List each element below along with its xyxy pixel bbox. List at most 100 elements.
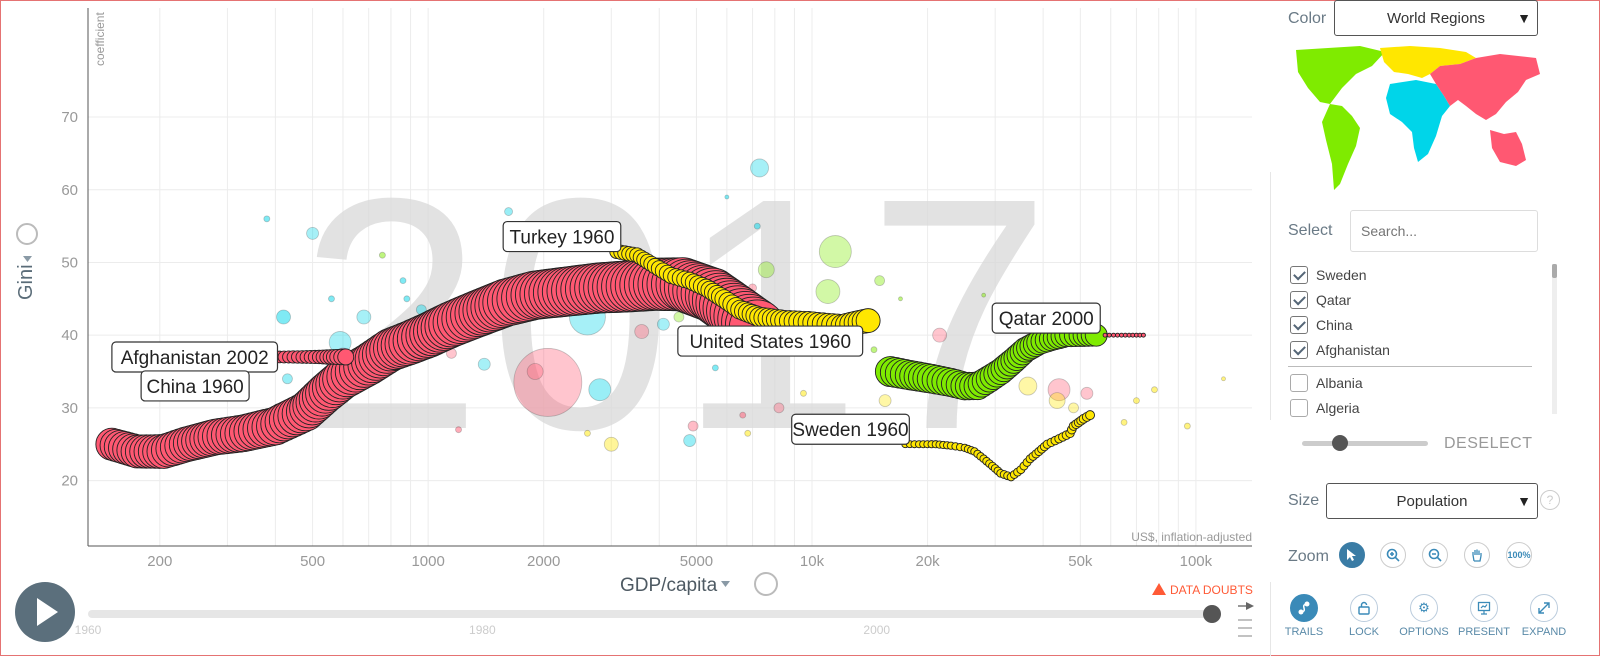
tool-lock[interactable]: LOCK: [1336, 594, 1392, 638]
checkbox-unchecked[interactable]: [1290, 374, 1308, 392]
bubble[interactable]: [584, 429, 591, 437]
trail-label[interactable]: Qatar 2000: [991, 302, 1101, 334]
size-dropdown[interactable]: Population ▼: [1326, 483, 1538, 519]
tool-options[interactable]: ⚙ OPTIONS: [1396, 594, 1452, 638]
bubble[interactable]: [1018, 376, 1038, 396]
size-label: Size: [1288, 492, 1320, 509]
bubble[interactable]: [878, 394, 892, 407]
zoom-reset-button[interactable]: 100%: [1506, 542, 1532, 568]
bubble[interactable]: [328, 295, 335, 303]
checkbox-checked[interactable]: [1290, 341, 1308, 359]
turkey-current-bubble[interactable]: [855, 308, 881, 334]
bubble[interactable]: [1151, 386, 1158, 394]
cursor-icon[interactable]: [1339, 542, 1365, 568]
checkbox-checked[interactable]: [1290, 316, 1308, 334]
search-input[interactable]: [1350, 210, 1538, 252]
country-checkbox-row[interactable]: Qatar: [1290, 289, 1351, 311]
tool-trails[interactable]: TRAILS: [1276, 594, 1332, 638]
bubble[interactable]: [815, 279, 841, 304]
size-help-icon[interactable]: ?: [1540, 490, 1560, 510]
bubble[interactable]: [378, 251, 386, 259]
bubble[interactable]: [1048, 392, 1066, 409]
bubble[interactable]: [1120, 419, 1128, 426]
bubble[interactable]: [356, 309, 372, 325]
qatar-tail-current-bubble[interactable]: [1140, 332, 1146, 338]
trail-label[interactable]: Turkey 1960: [502, 220, 622, 253]
timeline-track[interactable]: [88, 610, 1212, 618]
bubble[interactable]: [306, 226, 319, 240]
trail-label[interactable]: Afghanistan 2002: [111, 341, 279, 373]
country-checkbox-row[interactable]: Albania: [1290, 372, 1363, 394]
bubble[interactable]: [673, 311, 685, 323]
bubble[interactable]: [1047, 378, 1071, 402]
checkbox-checked[interactable]: [1290, 291, 1308, 309]
opacity-slider[interactable]: [1302, 435, 1428, 451]
bubble[interactable]: [634, 324, 650, 339]
timeline-handle[interactable]: [1203, 605, 1221, 623]
bubble[interactable]: [588, 378, 612, 402]
bubble[interactable]: [898, 296, 903, 302]
trails-icon: [1290, 594, 1318, 622]
world-regions-map[interactable]: [1290, 44, 1540, 192]
bubble[interactable]: [870, 346, 878, 354]
y-tick-label: 30: [61, 400, 78, 417]
bubble[interactable]: [1080, 386, 1094, 400]
y-axis-help-icon[interactable]: [16, 223, 38, 245]
bubble[interactable]: [513, 348, 583, 417]
bubble[interactable]: [1221, 376, 1226, 382]
bubble[interactable]: [526, 363, 544, 380]
slider-handle[interactable]: [1332, 435, 1348, 451]
bubble[interactable]: [739, 411, 747, 419]
checkbox-unchecked[interactable]: [1290, 399, 1308, 417]
bubble[interactable]: [724, 194, 730, 200]
bubble[interactable]: [683, 434, 697, 447]
bubble[interactable]: [711, 364, 719, 372]
bubble[interactable]: [687, 420, 699, 432]
bubble[interactable]: [773, 402, 785, 414]
bubble[interactable]: [981, 292, 987, 298]
bubble[interactable]: [603, 436, 619, 452]
bubble[interactable]: [757, 261, 775, 279]
tool-expand[interactable]: EXPAND: [1516, 594, 1572, 638]
color-dropdown[interactable]: World Regions ▼: [1334, 0, 1538, 36]
checkbox-checked[interactable]: [1290, 266, 1308, 284]
bubble[interactable]: [403, 295, 411, 303]
bubble[interactable]: [1183, 422, 1191, 430]
bubble[interactable]: [744, 429, 752, 437]
deselect-button[interactable]: DESELECT: [1444, 435, 1533, 452]
trail-label[interactable]: Sweden 1960: [791, 413, 910, 445]
tool-present[interactable]: PRESENT: [1456, 594, 1512, 638]
sweden-current-bubble[interactable]: [1085, 410, 1096, 421]
trail-label[interactable]: China 1960: [140, 370, 250, 402]
pan-hand-icon[interactable]: [1464, 542, 1490, 568]
data-doubts-link[interactable]: DATA DOUBTS: [1170, 583, 1253, 597]
bubble[interactable]: [800, 389, 807, 397]
afghanistan-current-bubble[interactable]: [337, 348, 355, 366]
bubble[interactable]: [753, 222, 761, 230]
x-axis-help-icon[interactable]: [754, 572, 778, 596]
country-checkbox-row[interactable]: Afghanistan: [1290, 339, 1390, 361]
bubble[interactable]: [1133, 397, 1140, 404]
bubble[interactable]: [656, 317, 670, 331]
scrollbar-thumb[interactable]: [1552, 264, 1557, 278]
country-checkbox-row[interactable]: China: [1290, 314, 1353, 336]
zoom-out-icon[interactable]: [1422, 542, 1448, 568]
bubble[interactable]: [282, 373, 293, 385]
country-checkbox-row[interactable]: Algeria: [1290, 397, 1360, 419]
bubble[interactable]: [504, 207, 513, 216]
bubble[interactable]: [932, 327, 948, 343]
bubble[interactable]: [874, 275, 886, 287]
timeline-menu-icon[interactable]: [1238, 602, 1254, 637]
zoom-in-icon[interactable]: [1380, 542, 1406, 568]
bubble[interactable]: [818, 235, 852, 268]
trail-label[interactable]: United States 1960: [677, 325, 864, 357]
bubble[interactable]: [750, 158, 769, 178]
list-scrollbar[interactable]: [1552, 264, 1557, 414]
country-checkbox-row[interactable]: Sweden: [1290, 264, 1367, 286]
bubble[interactable]: [276, 309, 291, 325]
bubble[interactable]: [1068, 402, 1079, 414]
bubble[interactable]: [477, 357, 491, 371]
bubble[interactable]: [455, 426, 462, 434]
bubble[interactable]: [263, 215, 271, 223]
bubble[interactable]: [399, 277, 407, 285]
